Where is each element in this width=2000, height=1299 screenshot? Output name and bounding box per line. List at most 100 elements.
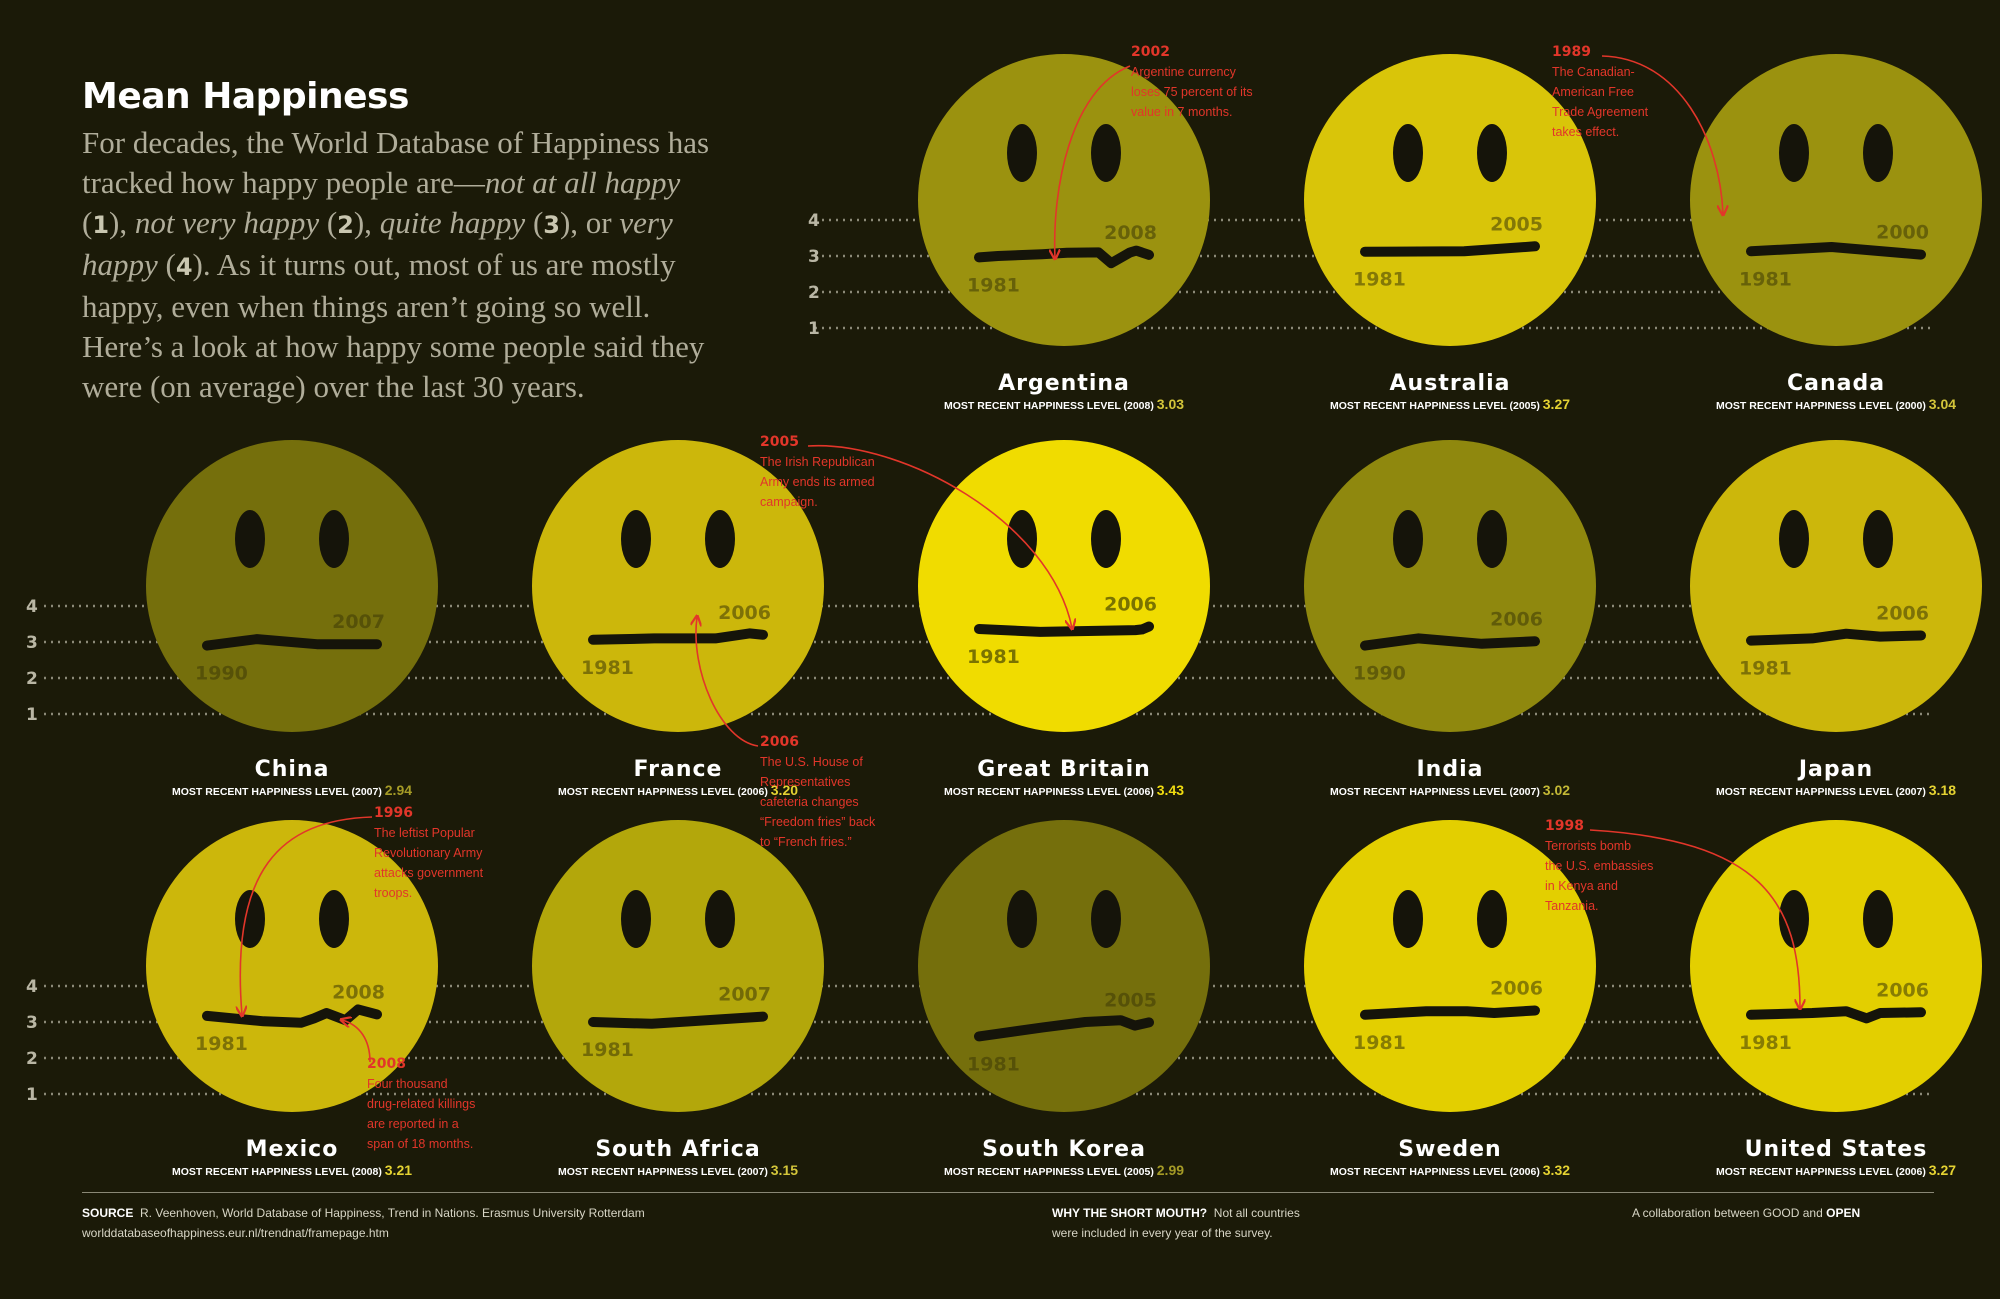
right-eye (705, 890, 735, 948)
left-eye (1779, 890, 1809, 948)
intro-text-part: For decades, the World Database of Happi… (82, 125, 710, 200)
annotation-text: to “French fries.” (760, 835, 852, 849)
annotation-text: span of 18 months. (367, 1137, 473, 1151)
annotation: 2005 The Irish Republican Army ends its ar… (760, 434, 1072, 628)
happiness-line (974, 1015, 1154, 1042)
scale-label: quite happy (379, 205, 526, 240)
happiness-line (202, 1004, 382, 1028)
left-eye (235, 510, 265, 568)
latest-level-value: 3.43 (1157, 782, 1184, 798)
face-circle (532, 440, 824, 732)
latest-level-value: 3.15 (771, 1162, 798, 1178)
right-eye (1091, 124, 1121, 182)
latest-level-caption: MOST RECENT HAPPINESS LEVEL (2006) (1330, 1166, 1543, 1178)
end-year-label: 2006 (1490, 977, 1543, 999)
annotation-text: The leftist Popular (374, 826, 475, 840)
start-year-label: 1981 (1353, 1032, 1406, 1054)
scale-number: 3 (543, 211, 560, 239)
source-text: R. Veenhoven, World Database of Happines… (140, 1206, 645, 1220)
latest-level-caption: MOST RECENT HAPPINESS LEVEL (2008) (944, 400, 1157, 412)
y-tick-label: 4 (26, 977, 38, 997)
annotation-text: Terrorists bomb (1545, 839, 1631, 853)
scale-number: 2 (337, 211, 354, 239)
right-eye (1863, 890, 1893, 948)
end-year-label: 2006 (1490, 608, 1543, 630)
annotation: 1998 Terrorists bomb the U.S. embassies in … (1545, 818, 1800, 1008)
end-year-label: 2005 (1104, 989, 1157, 1011)
right-eye (1477, 124, 1507, 182)
annotation-arrow (1589, 829, 1800, 1008)
annotation-year: 1998 (1545, 818, 1584, 834)
scale-number: 4 (175, 253, 193, 281)
annotation-arrow (342, 1020, 371, 1063)
right-eye (319, 890, 349, 948)
happiness-line (1746, 242, 1926, 260)
start-year-label: 1981 (581, 657, 634, 679)
source-note: SOURCE R. Veenhoven, World Database of H… (82, 1203, 702, 1243)
left-eye (1779, 510, 1809, 568)
why-label: WHY THE SHORT MOUTH? (1052, 1206, 1208, 1220)
why-text: Not all countries (1213, 1206, 1300, 1220)
start-year-label: 1990 (195, 663, 248, 685)
y-tick-label: 4 (808, 211, 820, 231)
latest-level-value: 3.18 (1929, 782, 1956, 798)
country-name: Mexico (246, 1137, 339, 1162)
right-eye (1863, 510, 1893, 568)
start-year-label: 1981 (1739, 658, 1792, 680)
end-year-label: 2006 (1876, 979, 1929, 1001)
latest-level-label: MOST RECENT HAPPINESS LEVEL (2007) 3.15 (558, 1162, 798, 1178)
face-sweden: 1981 2006 Sweden MOST RECENT HAPPINESS LEVE… (1304, 820, 1596, 1178)
annotation-text: loses 75 percent of its (1131, 85, 1253, 99)
latest-level-label: MOST RECENT HAPPINESS LEVEL (2000) 3.04 (1716, 396, 1956, 412)
country-name: South Korea (982, 1137, 1146, 1162)
end-year-label: 2006 (718, 602, 771, 624)
annotation: 1989 The Canadian- American Free Trade Agre… (1552, 44, 1723, 214)
left-eye (1393, 890, 1423, 948)
start-year-label: 1981 (1353, 269, 1406, 291)
annotation-arrow (240, 816, 373, 1015)
annotation: 2008 Four thousand drug-related killings ar… (342, 1020, 475, 1151)
latest-level-label: MOST RECENT HAPPINESS LEVEL (2005) 3.27 (1330, 396, 1570, 412)
annotation-year: 1996 (374, 805, 413, 821)
start-year-label: 1981 (967, 646, 1020, 668)
end-year-label: 2005 (1490, 213, 1543, 235)
latest-level-caption: MOST RECENT HAPPINESS LEVEL (2005) (944, 1166, 1157, 1178)
left-eye (1393, 510, 1423, 568)
y-tick-label: 2 (808, 283, 820, 303)
right-eye (1477, 890, 1507, 948)
face-circle (532, 820, 824, 1112)
annotation-text: “Freedom fries” back (760, 815, 876, 829)
latest-level-label: MOST RECENT HAPPINESS LEVEL (2007) 3.02 (1330, 782, 1570, 798)
face-circle (1304, 440, 1596, 732)
happiness-line (1360, 633, 1540, 651)
page-title: Mean Happiness (82, 76, 409, 117)
end-year-label: 2000 (1876, 222, 1929, 244)
end-year-label: 2006 (1104, 594, 1157, 616)
annotation-text: Trade Agreement (1552, 105, 1649, 119)
country-name: United States (1745, 1137, 1928, 1162)
annotation-arrow (1601, 55, 1723, 214)
intro-text-part: As it turns out, most of us are mostly h… (82, 247, 705, 404)
start-year-label: 1981 (967, 274, 1020, 296)
latest-level-caption: MOST RECENT HAPPINESS LEVEL (2006) (1716, 1166, 1929, 1178)
annotation-text: in Kenya and (1545, 879, 1618, 893)
left-eye (621, 890, 651, 948)
latest-level-caption: MOST RECENT HAPPINESS LEVEL (2007) (1330, 786, 1543, 798)
scale-label: very happy (82, 205, 673, 282)
annotation-text: value in 7 months. (1131, 105, 1232, 119)
annotation: 2006 The U.S. House of Representatives cafe… (696, 617, 876, 849)
annotation-text: The U.S. House of (760, 755, 863, 769)
footer: SOURCE R. Veenhoven, World Database of H… (82, 1192, 1934, 1240)
why-note: WHY THE SHORT MOUTH? Not all countries w… (1052, 1203, 1352, 1243)
annotation-year: 2005 (760, 434, 799, 450)
annotation-text: drug-related killings (367, 1097, 475, 1111)
annotation-text: are reported in a (367, 1117, 459, 1131)
happiness-line (1360, 1005, 1540, 1020)
source-label: SOURCE (82, 1206, 134, 1220)
country-name: Sweden (1398, 1137, 1501, 1162)
